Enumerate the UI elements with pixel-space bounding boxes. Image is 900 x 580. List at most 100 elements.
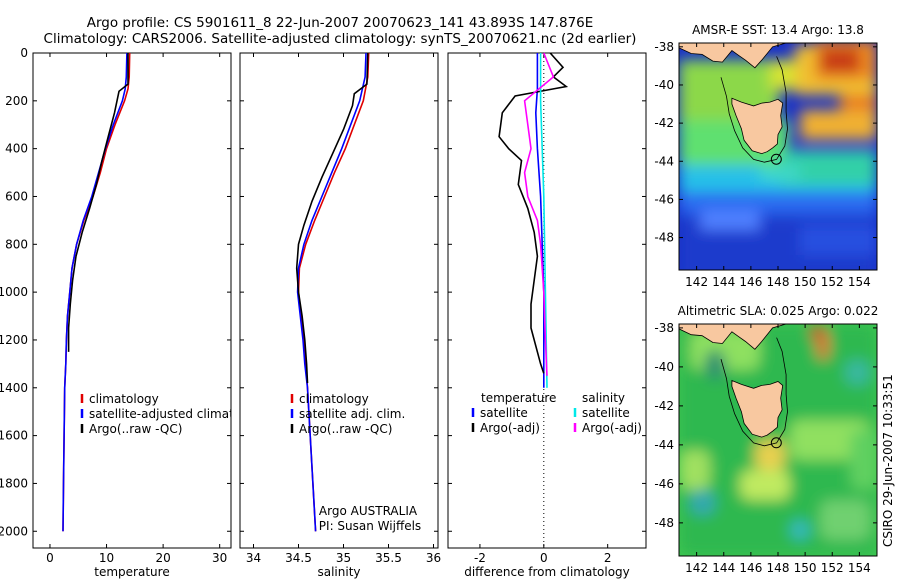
map-y-tick-label: -40 — [654, 360, 674, 374]
sla-patch — [820, 500, 870, 540]
sla-patch — [680, 450, 710, 490]
legend-label: satellite-adjusted climatology — [89, 407, 267, 421]
map-title: Altimetric SLA: 0.025 Argo: 0.022 — [678, 304, 879, 318]
legend-label: climatology — [299, 392, 369, 406]
sst-blobs — [679, 43, 877, 270]
map-y-tick-label: -46 — [654, 192, 674, 206]
x-tick-label: 35 — [336, 551, 351, 565]
map-x-tick-label: 142 — [685, 275, 708, 289]
sst-patch — [760, 165, 800, 180]
series-line-satellite-adjusted-climatology — [62, 52, 128, 532]
series-line-temperature-argo-adj- — [498, 52, 569, 374]
x-tick-label: 36 — [426, 551, 441, 565]
map-sla: Altimetric SLA: 0.025 Argo: 0.022 -38 -40 -… — [654, 304, 878, 575]
x-tick-label: 34 — [246, 551, 261, 565]
sst-patch — [820, 48, 860, 73]
map-x-tick-label: 150 — [794, 275, 817, 289]
map-x-tick-label: 152 — [821, 275, 844, 289]
plot-frame — [239, 52, 439, 549]
map-y-tick-label: -46 — [654, 477, 674, 491]
y-tick-label: 1600 — [0, 429, 28, 443]
map-y-tick-label: -48 — [654, 516, 674, 530]
sla-patch — [817, 330, 829, 360]
x-tick-label: 2 — [604, 551, 612, 565]
legend-label: Argo(-adj) — [582, 421, 642, 435]
legend-label: satellite adj. clim. — [299, 407, 405, 421]
legend-label: Argo(..raw -QC) — [89, 422, 182, 436]
series-line-salinity-argo-adj- — [523, 52, 555, 376]
x-axis-label: salinity — [317, 565, 360, 579]
tasmania-land — [731, 97, 784, 155]
map-x-tick-label: 154 — [848, 561, 871, 575]
sla-patch — [845, 360, 870, 385]
tasmania-land — [731, 379, 784, 438]
sst-patch — [700, 210, 760, 230]
x-tick-label: 35.5 — [375, 551, 402, 565]
map-x-tick-label: 146 — [739, 561, 762, 575]
map-y-tick-label: -42 — [654, 116, 674, 130]
y-tick-label: 1000 — [0, 285, 28, 299]
map-y-tick-label: -42 — [654, 399, 674, 413]
legend-title: temperature — [481, 391, 556, 405]
y-tick-label: 2000 — [0, 524, 28, 538]
map-x-tick-label: 152 — [821, 561, 844, 575]
map-y-tick-label: -44 — [654, 154, 674, 168]
mainland-land — [679, 43, 787, 69]
sla-patch — [850, 430, 877, 490]
mainland-land — [679, 324, 787, 350]
sla-patch — [705, 350, 725, 380]
legend-label: Argo(..raw -QC) — [299, 422, 392, 436]
legend-label: climatology — [89, 392, 159, 406]
series-line-argo-raw-qc- — [295, 52, 369, 384]
annotation-line: Argo AUSTRALIA — [319, 504, 418, 518]
y-tick-label: 800 — [5, 237, 28, 251]
float-position-marker — [770, 153, 782, 165]
x-tick-label: -2 — [474, 551, 486, 565]
series-line-salinity-satellite — [539, 53, 548, 388]
float-position-marker — [770, 437, 782, 449]
legend-label: satellite — [582, 406, 630, 420]
sla-patch — [740, 470, 790, 500]
x-axis-label: temperature — [94, 565, 169, 579]
series-line-satellite-adj-clim- — [296, 52, 367, 532]
panel-temperature: 0 10 20 30 0 200 400 600 800 1000 1200 1400 1600 1800… — [0, 46, 267, 579]
map-x-tick-label: 144 — [712, 275, 735, 289]
shelf-contour — [720, 56, 788, 163]
sst-patch — [800, 110, 877, 140]
map-x-tick-label: 148 — [767, 561, 790, 575]
figure-title-line1: Argo profile: CS 5901611_8 22-Jun-2007 2… — [87, 15, 594, 31]
map-x-tick-label: 144 — [712, 561, 735, 575]
map-y-tick-label: -40 — [654, 78, 674, 92]
map-x-tick-label: 148 — [767, 275, 790, 289]
map-y-tick-label: -38 — [654, 321, 674, 335]
shelf-contour — [720, 337, 788, 447]
annotation-line: PI: Susan Wijffels — [319, 519, 421, 533]
plot-frame — [447, 52, 647, 549]
sst-patch — [800, 225, 877, 255]
panel-salinity: 34 34.5 35 35.5 36 salinity climatologysatelli… — [239, 52, 441, 579]
y-tick-label: 200 — [5, 94, 28, 108]
series-line-argo-raw-qc- — [67, 53, 129, 352]
legend-label: satellite — [480, 406, 528, 420]
sla-patch — [790, 520, 810, 540]
x-tick-label: 10 — [99, 551, 114, 565]
y-tick-label: 1800 — [0, 476, 28, 490]
x-tick-label: 20 — [155, 551, 170, 565]
y-tick-label: 400 — [5, 142, 28, 156]
sla-patch — [690, 490, 715, 515]
map-field — [679, 43, 877, 270]
legend-label: Argo(-adj) — [480, 421, 540, 435]
x-tick-label: 34.5 — [285, 551, 312, 565]
map-x-tick-label: 154 — [848, 275, 871, 289]
map-title: AMSR-E SST: 13.4 Argo: 13.8 — [692, 23, 864, 37]
map-x-tick-label: 142 — [685, 561, 708, 575]
map-x-tick-label: 150 — [794, 561, 817, 575]
y-tick-label: 1400 — [0, 381, 28, 395]
map-field — [679, 324, 877, 556]
plot-frame — [32, 52, 232, 549]
x-tick-label: 30 — [212, 551, 227, 565]
map-y-tick-label: -48 — [654, 231, 674, 245]
map-x-tick-label: 146 — [739, 275, 762, 289]
